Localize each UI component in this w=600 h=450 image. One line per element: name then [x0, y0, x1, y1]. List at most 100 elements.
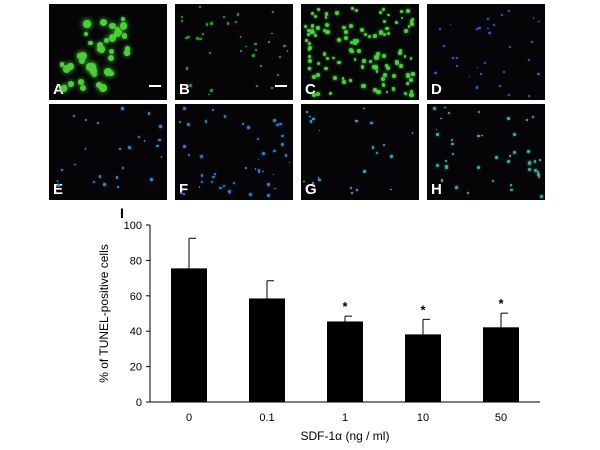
x-tick-label: 50	[495, 412, 507, 424]
cell-dot	[375, 70, 379, 73]
cell-dot	[537, 173, 541, 176]
panel-label: E	[53, 181, 64, 198]
cell-dot	[341, 80, 346, 85]
cell-dot	[214, 172, 217, 175]
cell-dot	[477, 110, 480, 114]
cell-dot	[115, 176, 119, 179]
cell-dot	[305, 111, 308, 114]
cell-dot	[351, 192, 354, 194]
cell-dot	[78, 79, 85, 85]
cell-dot	[368, 60, 372, 64]
cell-dot	[349, 186, 352, 189]
cell-dot	[279, 56, 282, 59]
y-tick-label: 0	[136, 397, 142, 409]
cell-dot	[150, 178, 153, 181]
cell-dot	[390, 188, 393, 191]
cell-dot	[120, 106, 124, 110]
panel-label: B	[179, 81, 190, 98]
cell-dot	[381, 76, 386, 81]
micrograph-panel-d: D	[427, 4, 545, 100]
cell-dot	[99, 18, 107, 26]
cell-dot	[534, 168, 538, 172]
cell-dot	[79, 52, 87, 61]
cell-dot	[476, 27, 479, 31]
cell-dot	[307, 33, 310, 36]
cell-dot	[257, 169, 261, 172]
cell-dot	[481, 134, 484, 137]
cell-dot	[124, 50, 130, 56]
cell-dot	[324, 66, 328, 71]
cell-dot	[307, 41, 311, 45]
cell-dot	[354, 8, 359, 13]
cell-dot	[240, 50, 242, 52]
cell-dot	[444, 159, 447, 162]
cell-dot	[179, 121, 181, 124]
cell-dot	[395, 21, 398, 24]
cell-dot	[124, 46, 131, 52]
cell-dot	[281, 143, 285, 147]
cell-dot	[239, 36, 242, 38]
cell-dot	[88, 40, 93, 46]
cell-dot	[466, 192, 469, 194]
cell-dot	[352, 39, 356, 43]
cell-dot	[398, 51, 402, 55]
cell-dot	[312, 74, 317, 79]
cell-dot	[196, 36, 200, 40]
cell-dot	[67, 63, 74, 70]
cell-dot	[74, 163, 76, 166]
cell-dot	[62, 65, 71, 73]
cell-dot	[381, 83, 386, 87]
cell-dot	[92, 72, 98, 78]
cell-dot	[371, 146, 374, 149]
cell-dot	[384, 63, 388, 67]
cell-dot	[353, 41, 357, 45]
cell-dot	[266, 194, 270, 198]
cell-dot	[241, 122, 245, 126]
cell-dot	[312, 181, 315, 184]
panel-label: F	[179, 181, 189, 198]
cell-dot	[286, 49, 289, 52]
cell-dot	[370, 121, 374, 125]
cell-dot	[96, 41, 103, 48]
cell-dot	[378, 10, 383, 15]
cell-dot	[318, 129, 321, 132]
cell-dot	[222, 185, 226, 188]
micrograph-panel-g: G	[301, 104, 419, 200]
cell-dot	[508, 10, 510, 12]
cell-dot	[531, 115, 535, 119]
cell-dot	[107, 54, 115, 62]
cell-dot	[363, 170, 366, 173]
cell-dot	[337, 60, 341, 65]
cell-dot	[440, 179, 443, 182]
panel-label: G	[305, 181, 317, 198]
bar	[405, 334, 441, 402]
micrograph-panel-b: B	[175, 4, 293, 100]
cell-dot	[305, 39, 308, 42]
cell-dot	[452, 153, 455, 156]
cell-dot	[440, 117, 442, 120]
cell-dot	[354, 38, 359, 43]
cell-dot	[273, 119, 276, 123]
cell-dot	[409, 89, 414, 94]
cell-dot	[442, 45, 445, 48]
cell-dot	[363, 32, 368, 37]
cell-dot	[257, 158, 260, 161]
cell-dot	[400, 10, 404, 13]
cell-dot	[317, 7, 320, 11]
cell-dot	[363, 107, 366, 110]
cell-dot	[310, 24, 315, 28]
cell-dot	[108, 48, 114, 54]
cell-dot	[509, 154, 511, 157]
cell-dot	[513, 133, 517, 136]
cell-dot	[456, 64, 459, 67]
cell-dot	[435, 164, 439, 168]
cell-dot	[386, 32, 390, 36]
cell-dot	[127, 145, 131, 149]
cell-dot	[509, 45, 511, 48]
cell-dot	[84, 148, 87, 151]
significance-marker: *	[498, 296, 504, 311]
cell-dot	[210, 180, 214, 184]
cell-dot	[158, 139, 161, 142]
cell-dot	[96, 122, 99, 124]
cell-dot	[491, 180, 494, 183]
